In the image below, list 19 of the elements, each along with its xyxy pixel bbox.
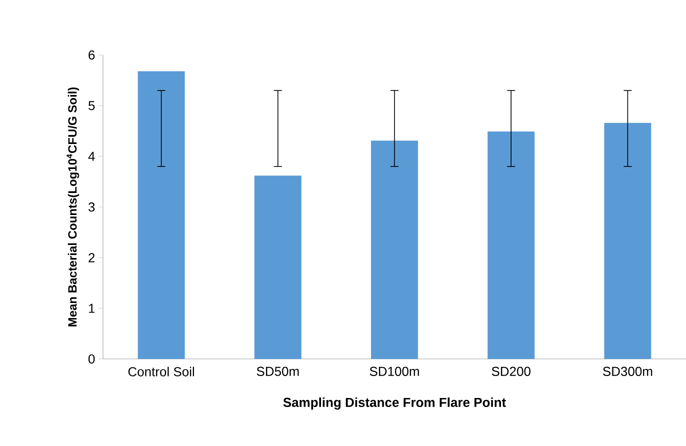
bar <box>254 176 302 359</box>
y-axis-title: Mean Bacterial Counts(Log10$^{4}$CFU/G Soil) <box>66 87 80 326</box>
bar <box>370 140 418 359</box>
y-tick-label: 2 <box>88 253 95 262</box>
y-tick-label: 3 <box>88 202 95 212</box>
bar <box>488 132 535 359</box>
x-axis-title: Sampling Distance From Flare Point <box>283 397 506 410</box>
x-tick-label: SD300m <box>603 366 652 376</box>
bar <box>604 122 652 359</box>
y-tick-label: 6 <box>88 50 95 60</box>
y-tick-label: 0 <box>88 354 95 364</box>
y-tick-label: 5 <box>88 101 95 110</box>
y-tick-label: 1 <box>88 304 95 313</box>
x-tick-label: SD100m <box>370 366 419 376</box>
y-tick-label: 4 <box>88 152 95 161</box>
bar <box>138 71 185 359</box>
x-tick-label: SD50m <box>256 366 299 376</box>
x-tick-label: SD200 <box>492 366 530 376</box>
x-tick-label: Control Soil <box>128 366 194 376</box>
